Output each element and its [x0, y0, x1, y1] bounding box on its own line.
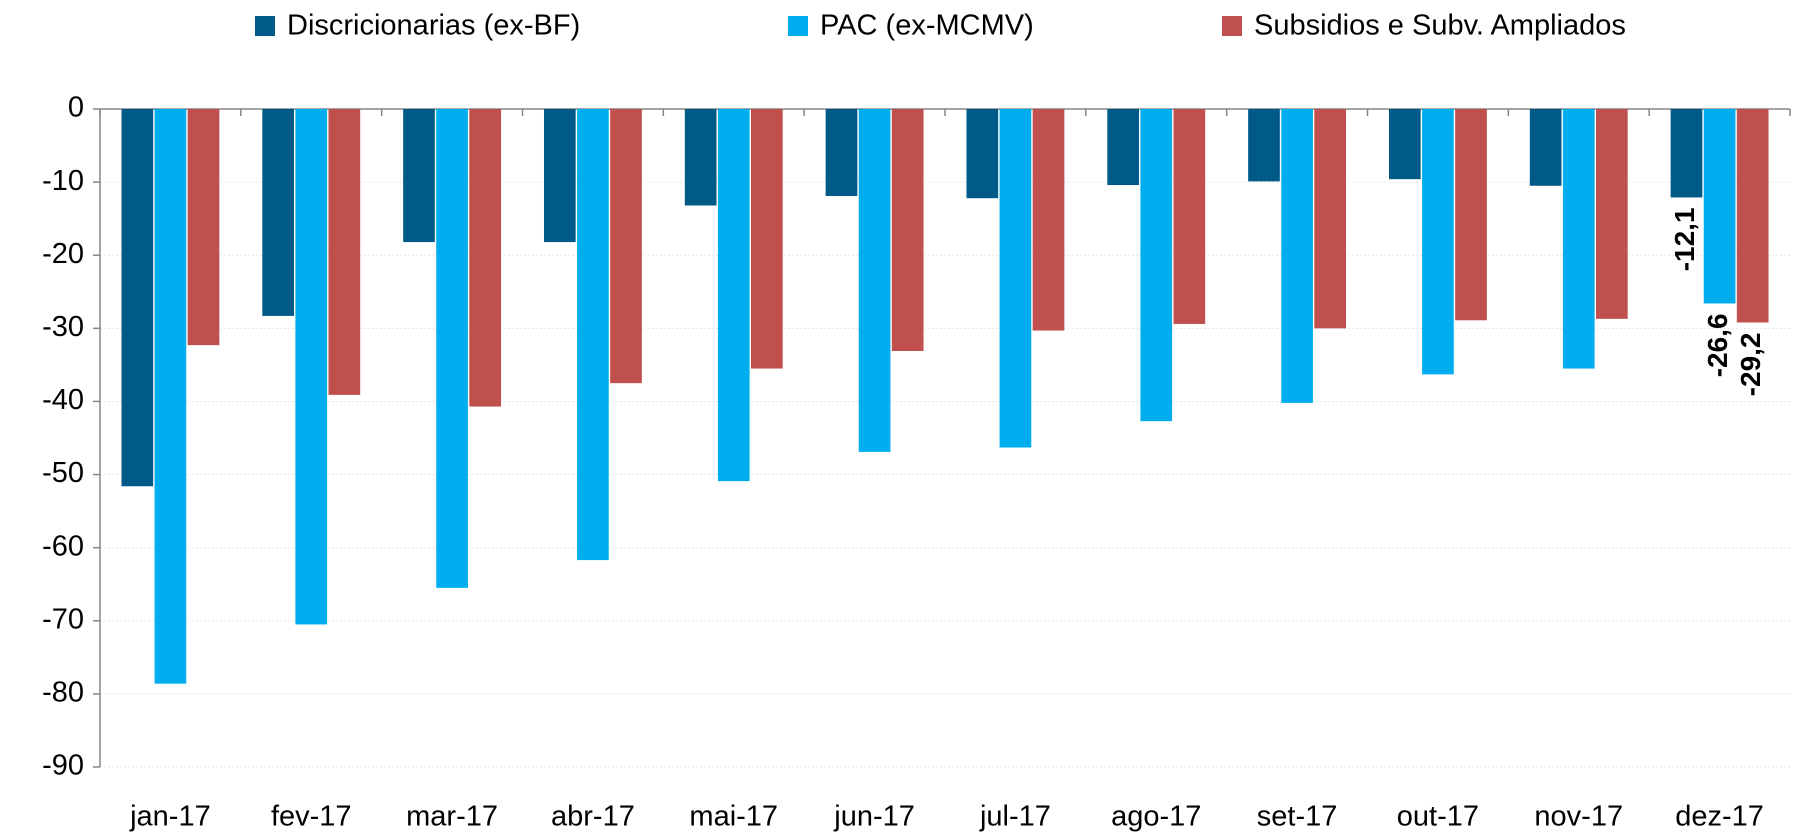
bar	[1596, 109, 1628, 319]
x-tick-label: mar-17	[406, 801, 498, 833]
bar	[577, 109, 609, 561]
bar	[999, 109, 1032, 448]
bar	[1529, 109, 1562, 186]
y-tick-label: -80	[42, 677, 84, 709]
bar	[1562, 109, 1595, 369]
bar	[825, 109, 858, 197]
value-label: -26,6	[1702, 313, 1733, 377]
x-tick-label: ago-17	[1111, 801, 1201, 833]
bar	[1140, 109, 1173, 422]
bar	[966, 109, 999, 199]
legend-label: Discricionarias (ex-BF)	[287, 10, 580, 42]
bar	[858, 109, 891, 452]
value-label: -29,2	[1735, 332, 1766, 396]
x-tick-label: jun-17	[833, 801, 915, 833]
y-tick-label: -50	[42, 457, 84, 489]
bar	[1455, 109, 1487, 321]
bar	[436, 109, 468, 588]
bar	[684, 109, 717, 206]
x-tick-label: fev-17	[271, 801, 352, 833]
legend-swatch	[255, 16, 275, 36]
bar	[1248, 109, 1280, 182]
x-tick-label: abr-17	[551, 801, 635, 833]
y-tick-label: -10	[42, 165, 84, 197]
bar	[1422, 109, 1454, 375]
bar	[295, 109, 328, 625]
bar	[610, 109, 642, 384]
bar	[121, 109, 154, 487]
legend-swatch	[788, 16, 808, 36]
x-tick-label: dez-17	[1675, 801, 1764, 833]
x-tick-label: out-17	[1397, 801, 1479, 833]
y-tick-label: 0	[68, 92, 84, 124]
y-tick-label: -70	[42, 603, 84, 635]
bar	[1314, 109, 1347, 329]
bar	[469, 109, 502, 407]
bar	[543, 109, 576, 243]
bar	[1107, 109, 1139, 186]
bar	[187, 109, 220, 346]
bar	[262, 109, 294, 316]
bar	[1281, 109, 1313, 403]
y-tick-label: -20	[42, 238, 84, 270]
bar	[154, 109, 187, 684]
x-tick-label: jan-17	[129, 801, 211, 833]
x-tick-label: set-17	[1257, 801, 1338, 833]
bar	[1388, 109, 1421, 180]
legend-label: PAC (ex-MCMV)	[820, 10, 1034, 42]
bar	[717, 109, 750, 482]
x-tick-label: nov-17	[1534, 801, 1623, 833]
bar	[891, 109, 924, 351]
y-tick-label: -60	[42, 530, 84, 562]
y-tick-label: -90	[42, 750, 84, 782]
bar	[1736, 109, 1769, 323]
y-tick-label: -30	[42, 311, 84, 343]
x-tick-label: mai-17	[689, 801, 778, 833]
bar	[1703, 109, 1736, 304]
bar	[1173, 109, 1206, 324]
bar	[328, 109, 361, 395]
y-tick-label: -40	[42, 384, 84, 416]
x-tick-label: jul-17	[979, 801, 1051, 833]
legend-swatch	[1222, 16, 1242, 36]
bar	[1032, 109, 1065, 331]
bar	[403, 109, 435, 243]
value-label: -12,1	[1669, 207, 1700, 271]
bar	[1670, 109, 1703, 198]
bar	[751, 109, 783, 369]
legend-label: Subsidios e Subv. Ampliados	[1254, 10, 1626, 42]
